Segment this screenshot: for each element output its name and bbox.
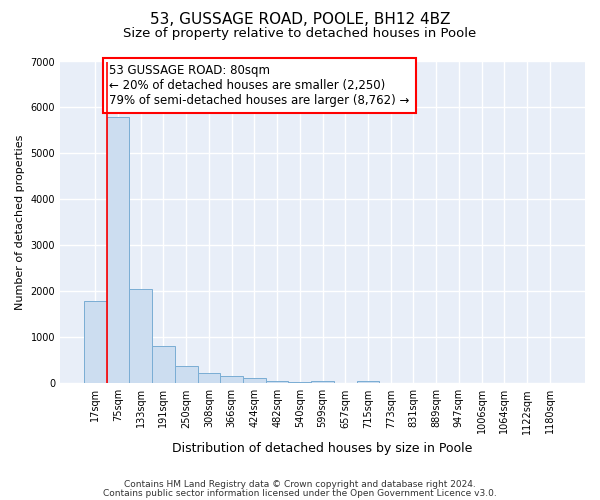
Bar [152, 346, 175, 384]
Text: 53 GUSSAGE ROAD: 80sqm
← 20% of detached houses are smaller (2,250)
79% of semi-: 53 GUSSAGE ROAD: 80sqm ← 20% of detached… [109, 64, 410, 107]
Bar [266, 381, 289, 384]
Bar [243, 378, 266, 384]
Bar [311, 381, 334, 384]
Bar [220, 376, 243, 384]
Bar [356, 381, 379, 384]
Text: 53, GUSSAGE ROAD, POOLE, BH12 4BZ: 53, GUSSAGE ROAD, POOLE, BH12 4BZ [150, 12, 450, 28]
X-axis label: Distribution of detached houses by size in Poole: Distribution of detached houses by size … [172, 442, 473, 455]
Y-axis label: Number of detached properties: Number of detached properties [15, 134, 25, 310]
Bar [107, 116, 130, 384]
Bar [197, 372, 220, 384]
Bar [130, 289, 152, 384]
Bar [175, 366, 197, 384]
Bar [289, 382, 311, 384]
Text: Contains public sector information licensed under the Open Government Licence v3: Contains public sector information licen… [103, 489, 497, 498]
Text: Contains HM Land Registry data © Crown copyright and database right 2024.: Contains HM Land Registry data © Crown c… [124, 480, 476, 489]
Bar [84, 300, 107, 384]
Text: Size of property relative to detached houses in Poole: Size of property relative to detached ho… [124, 28, 476, 40]
